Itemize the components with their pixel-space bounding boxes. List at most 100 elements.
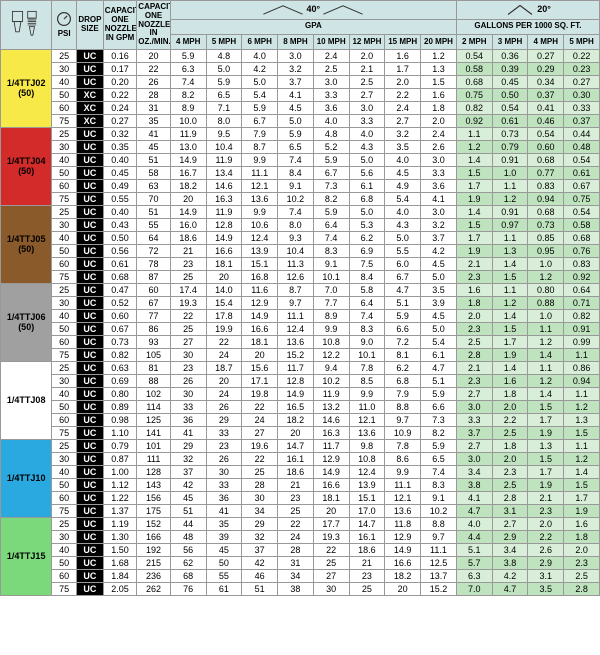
gpa-cell: 19.9 — [206, 322, 242, 335]
gpa-cell: 4.0 — [385, 153, 421, 166]
psi-cell: 50 — [52, 322, 77, 335]
gpm-cell: 0.73 — [103, 335, 137, 348]
gpa-cell: 36 — [206, 491, 242, 504]
gpa-cell: 16.6 — [385, 556, 421, 569]
gal-cell: 1.1 — [564, 387, 600, 400]
gal-cell: 1.5 — [528, 400, 564, 413]
gpa-cell: 14.9 — [278, 387, 314, 400]
drop-size-cell: UC — [76, 244, 103, 257]
gal-cell: 2.3 — [528, 504, 564, 517]
gpa-cell: 12.2 — [313, 348, 349, 361]
gpm-cell: 0.45 — [103, 166, 137, 179]
gpa-cell: 5.9 — [278, 127, 314, 140]
psi-cell: 40 — [52, 387, 77, 400]
gpa-cell: 37 — [170, 465, 206, 478]
gpa-cell: 21 — [278, 478, 314, 491]
gpa-cell: 46 — [242, 569, 278, 582]
gal-cell: 1.5 — [456, 166, 492, 179]
gpa-cell: 2.1 — [349, 62, 385, 75]
gpa-cell: 8.7 — [278, 283, 314, 296]
hdr-gal-speed: 5 MPH — [564, 34, 600, 49]
gpa-cell: 11.9 — [206, 153, 242, 166]
gal-cell: 2.5 — [492, 426, 528, 439]
gpa-cell: 12.1 — [349, 413, 385, 426]
gpa-cell: 8.2 — [313, 192, 349, 205]
psi-cell: 75 — [52, 114, 77, 127]
gpa-cell: 42 — [242, 556, 278, 569]
oz-cell: 51 — [137, 153, 171, 166]
gal-cell: 2.6 — [528, 543, 564, 556]
gal-cell: 0.68 — [528, 153, 564, 166]
oz-cell: 101 — [137, 439, 171, 452]
gpa-cell: 4.9 — [385, 179, 421, 192]
gal-cell: 4.1 — [456, 491, 492, 504]
gpa-cell: 3.6 — [313, 101, 349, 114]
drop-size-cell: UC — [76, 49, 103, 62]
drop-size-cell: UC — [76, 75, 103, 88]
gal-cell: 1.9 — [456, 244, 492, 257]
gpa-cell: 45 — [170, 491, 206, 504]
gal-cell: 0.73 — [528, 218, 564, 231]
gpa-cell: 11.7 — [313, 439, 349, 452]
gpa-cell: 4.3 — [385, 218, 421, 231]
gpa-cell: 27 — [313, 569, 349, 582]
gal-cell: 1.2 — [564, 452, 600, 465]
gpa-cell: 3.5 — [421, 283, 457, 296]
gpa-cell: 11.8 — [385, 517, 421, 530]
gpa-cell: 28 — [242, 478, 278, 491]
hdr-drop-size: DROP SIZE — [76, 1, 103, 50]
gpa-cell: 7.4 — [349, 309, 385, 322]
gpa-cell: 12.5 — [421, 556, 457, 569]
gpa-cell: 5.9 — [242, 101, 278, 114]
gpa-cell: 8.0 — [278, 218, 314, 231]
gal-cell: 0.54 — [492, 101, 528, 114]
gal-cell: 1.3 — [564, 413, 600, 426]
gpm-cell: 0.27 — [103, 114, 137, 127]
gpa-cell: 6.5 — [278, 140, 314, 153]
table-row: 50UC0.67862519.916.612.49.98.36.65.02.31… — [1, 322, 600, 335]
gpa-cell: 6.5 — [421, 452, 457, 465]
gpa-cell: 34 — [278, 569, 314, 582]
gpa-cell: 4.5 — [385, 166, 421, 179]
oz-cell: 156 — [137, 491, 171, 504]
gpa-cell: 6.9 — [349, 244, 385, 257]
table-row: 1/4TTJ1525UC1.191524435292217.714.711.88… — [1, 517, 600, 530]
gal-cell: 0.61 — [564, 166, 600, 179]
gal-cell: 3.1 — [492, 504, 528, 517]
gal-cell: 1.9 — [528, 426, 564, 439]
hdr-speed: 15 MPH — [385, 34, 421, 49]
gpa-cell: 22 — [170, 309, 206, 322]
gal-cell: 1.8 — [564, 530, 600, 543]
gal-cell: 4.4 — [456, 530, 492, 543]
gpa-cell: 6.7 — [385, 270, 421, 283]
gpa-cell: 14.9 — [206, 231, 242, 244]
gpa-cell: 22 — [242, 400, 278, 413]
gal-cell: 1.5 — [528, 452, 564, 465]
drop-size-cell: UC — [76, 257, 103, 270]
gpa-cell: 32 — [242, 530, 278, 543]
gpa-cell: 14.9 — [170, 205, 206, 218]
oz-cell: 58 — [137, 166, 171, 179]
gpa-cell: 5.0 — [242, 75, 278, 88]
gal-cell: 1.1 — [564, 439, 600, 452]
drop-size-cell: XC — [76, 88, 103, 101]
oz-cell: 175 — [137, 504, 171, 517]
psi-cell: 50 — [52, 88, 77, 101]
psi-cell: 75 — [52, 192, 77, 205]
gpa-cell: 24 — [206, 387, 242, 400]
gal-cell: 1.4 — [492, 309, 528, 322]
nozzle-label: 1/4TTJ02(50) — [1, 49, 52, 127]
gpa-cell: 5.6 — [349, 166, 385, 179]
gpa-cell: 1.6 — [421, 88, 457, 101]
gal-cell: 2.3 — [564, 556, 600, 569]
drop-size-cell: UC — [76, 166, 103, 179]
drop-size-cell: UC — [76, 465, 103, 478]
gpa-cell: 18.1 — [206, 257, 242, 270]
table-row: 40UC1.0012837302518.614.912.49.97.43.42.… — [1, 465, 600, 478]
drop-size-cell: UC — [76, 491, 103, 504]
psi-cell: 75 — [52, 582, 77, 595]
gpa-cell: 12.9 — [313, 452, 349, 465]
gpa-cell: 5.9 — [421, 387, 457, 400]
gal-cell: 0.91 — [564, 322, 600, 335]
gpm-cell: 1.84 — [103, 569, 137, 582]
